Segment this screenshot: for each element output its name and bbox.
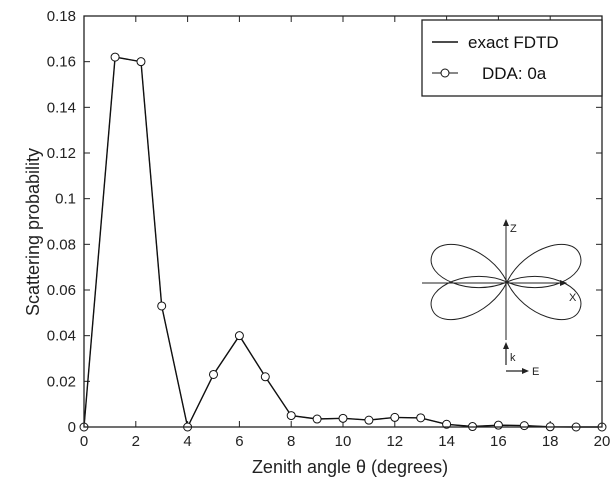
y-tick-label: 0.02	[47, 373, 76, 390]
inset-k-arrow-icon	[503, 342, 509, 349]
x-tick-label: 12	[386, 433, 403, 450]
tick-labels: 0 2 4 6 8 10 12 14 16 18 20 0 0.02 0.04 0.06 0.08 0.1 0.1…	[47, 8, 610, 450]
x-tick-label: 14	[438, 433, 455, 450]
inset-lower-right-lobe	[506, 275, 582, 320]
x-tick-label: 18	[542, 433, 559, 450]
x-tick-label: 16	[490, 433, 507, 450]
dda-point	[209, 369, 218, 379]
legend-dda-swatch-marker	[440, 68, 450, 78]
inset-x-arrow-icon	[560, 280, 567, 286]
x-tick-label: 10	[335, 433, 352, 450]
inset-x-label: X	[569, 292, 577, 304]
y-tick-label: 0.16	[47, 54, 76, 71]
x-tick-label: 20	[594, 433, 610, 450]
inset-e-label: E	[532, 366, 539, 378]
x-axis-label: Zenith angle θ (degrees)	[252, 457, 448, 477]
inset-upper-left-lobe	[430, 244, 508, 289]
inset-z-arrow-icon	[503, 219, 509, 226]
y-tick-label: 0.08	[47, 236, 76, 253]
legend: exact FDTD DDA: 0a	[421, 19, 603, 97]
y-tick-label: 0.18	[47, 8, 76, 25]
dda-point	[234, 331, 244, 341]
y-tick-label: 0.14	[47, 99, 76, 116]
inset-upper-right-lobe	[506, 244, 582, 289]
dda-point	[416, 413, 426, 423]
dda-point	[338, 413, 348, 423]
dda-point	[110, 52, 120, 62]
y-axis-label: Scattering probability	[23, 148, 43, 316]
x-tick-label: 4	[183, 433, 191, 450]
dda-point	[442, 419, 452, 429]
dda-point	[493, 420, 503, 430]
dda-point	[390, 412, 400, 422]
y-tick-label: 0.1	[55, 191, 76, 208]
inset-diagram: Z X k E	[422, 219, 582, 378]
x-tick-label: 2	[132, 433, 140, 450]
dda-point	[364, 415, 374, 425]
inset-lower-left-lobe	[430, 275, 508, 320]
legend-box	[421, 19, 603, 97]
y-tick-label: 0.12	[47, 145, 76, 162]
plot-frame	[83, 15, 603, 428]
legend-fdtd-label: exact FDTD	[468, 33, 559, 52]
dda-point	[136, 57, 146, 67]
legend-dda-label: DDA: 0a	[482, 64, 547, 83]
dda-point	[157, 301, 167, 311]
y-tick-label: 0.06	[47, 282, 76, 299]
dda-point	[260, 372, 270, 382]
y-tick-label: 0	[68, 419, 76, 436]
inset-z-label: Z	[510, 223, 517, 235]
inset-k-label: k	[510, 352, 516, 364]
dda-point	[286, 411, 296, 421]
y-tick-label: 0.04	[47, 328, 76, 345]
x-tick-label: 8	[287, 433, 295, 450]
x-tick-label: 0	[80, 433, 88, 450]
dda-point	[312, 414, 322, 424]
x-tick-label: 6	[235, 433, 243, 450]
dda-point	[519, 421, 529, 431]
inset-e-arrow-icon	[522, 368, 529, 374]
